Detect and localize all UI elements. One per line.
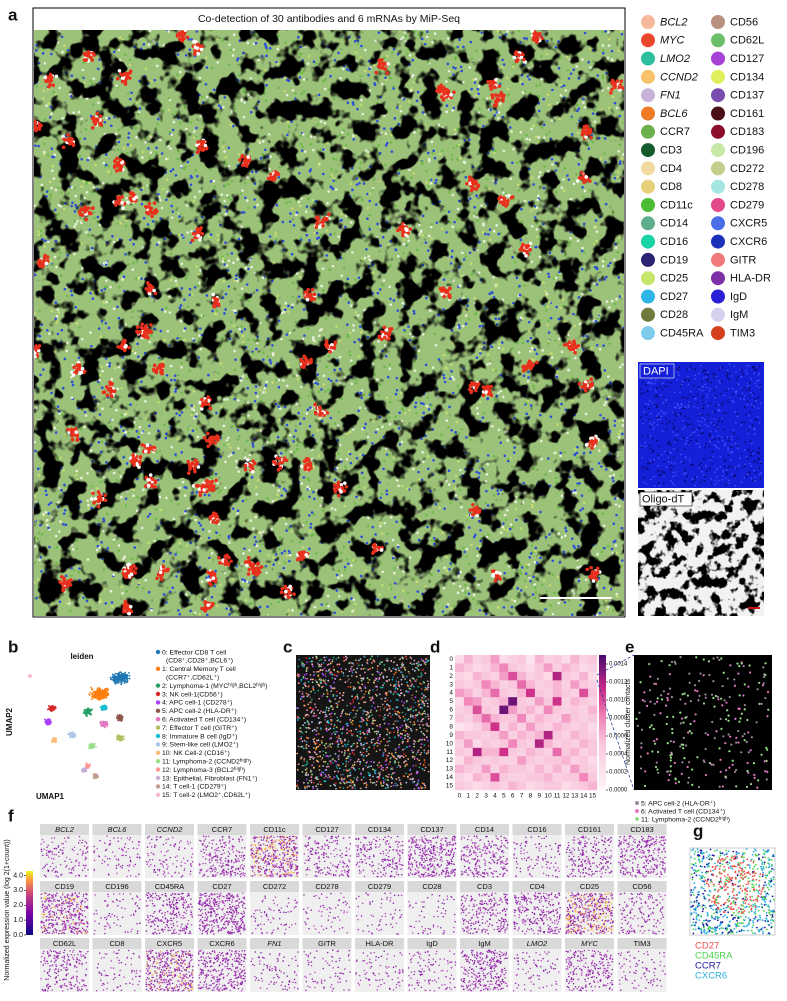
panel-label: d bbox=[430, 637, 440, 656]
page: a b c d e f g Co-detection of 30 antibodies and… bbox=[0, 0, 787, 1001]
content: a b c d e f g Co-detection of 30 antibodies and… bbox=[4, 5, 775, 992]
panel-label: e bbox=[625, 637, 634, 656]
figure: a b c d e f g Co-detection of 30 antibodies and… bbox=[0, 0, 787, 1001]
panel-label: g bbox=[693, 821, 703, 840]
panel-label: b bbox=[8, 637, 18, 656]
panel-label: c bbox=[283, 637, 292, 656]
image-title: Co-detection of 30 antibodies and 6 mRNA… bbox=[198, 13, 460, 25]
panel-label: a bbox=[8, 5, 18, 24]
panel-label: f bbox=[8, 806, 14, 825]
tissue-image bbox=[28, 28, 626, 617]
